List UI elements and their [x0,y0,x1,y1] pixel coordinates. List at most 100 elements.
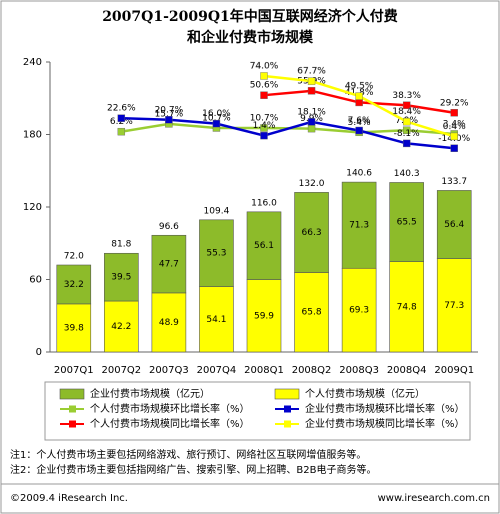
line-value-label: 18.1% [297,107,326,117]
bar-value-label: 65.5 [397,218,417,228]
bar-segment [151,234,187,294]
line-value-label: 29.2% [440,98,469,108]
y-tick-label: 180 [23,130,42,141]
line-value-label: 50.6% [250,81,279,91]
legend-label: 个人付费市场规模环比增长率（%） [90,402,250,415]
line-marker [307,77,316,85]
total-label: 140.6 [346,169,372,179]
line-marker [355,98,363,107]
line-value-label: 7.6% [348,116,371,126]
line-marker [402,126,411,134]
y-tick-label: 240 [23,57,42,68]
bar-segment [294,272,329,353]
line-value-label: 1.4% [253,121,276,131]
bar-segment [436,190,472,259]
line-marker [260,72,268,80]
bar-value-label: 77.3 [444,301,464,311]
line-value-label: 6.2% [110,117,133,127]
legend-label: 个人付费市场规模同比增长率（%） [90,417,250,430]
bar-segment [389,182,424,262]
total-label: 132.0 [299,179,325,189]
line-value-label: 20.7% [155,105,184,115]
x-tick-label: 2008Q1 [244,365,284,376]
line-marker [307,87,316,95]
legend-swatch [59,388,85,400]
line-value-label: 16.0% [202,109,231,119]
bar-value-label: 55.3 [206,249,226,259]
y-tick-label: 0 [36,347,42,358]
line-value-label: 38.3% [392,91,421,101]
line-marker [450,144,458,152]
footer-left: ©2009.4 iResearch Inc. [10,493,128,504]
x-tick-label: 2008Q2 [292,365,332,376]
bar-segment [294,192,329,273]
bar-segment [389,261,424,353]
chart-title: 2007Q1-2009Q1年中国互联网经济个人付费 [102,8,398,25]
bar-segment [199,219,234,287]
legend-box [44,381,471,441]
legend-swatch [69,420,76,428]
line-value-label: -8.1% [394,129,421,139]
line-marker [307,118,316,126]
bar-value-label: 71.3 [349,221,369,231]
bar-value-label: 59.9 [254,311,274,321]
total-label: 140.3 [394,169,420,179]
line-marker [260,91,268,99]
bar-value-label: 66.3 [302,228,322,238]
line-value-label: 15.7% [155,109,184,119]
line-marker [450,109,458,117]
legend-label: 企业付费市场规模同比增长率（%） [305,417,465,430]
total-label: 109.4 [204,206,230,216]
x-tick-label: 2008Q4 [387,365,427,376]
line-value-label: 5.4% [348,118,371,128]
line-marker [165,116,173,124]
bar-value-label: 65.8 [302,308,322,318]
bar-segment [56,264,92,305]
legend-swatch [284,420,291,428]
total-label: 133.7 [441,177,467,187]
legend-swatch [274,388,300,400]
bar-value-label: 56.1 [254,241,274,251]
bar-value-label: 48.9 [159,318,179,328]
line-marker [355,126,363,135]
line-value-label: 0.4% [443,122,466,132]
line-marker [402,117,411,126]
bar-segment [436,258,472,353]
total-label: 72.0 [64,252,84,262]
line-marker [212,119,221,128]
line-marker [402,101,411,109]
bar-segment [341,181,377,269]
x-tick-label: 2007Q3 [149,365,189,376]
bar-value-label: 54.1 [206,315,226,325]
line-value-label: 67.7% [297,67,326,77]
line-value-label: 3.4% [443,119,466,129]
bar-segment [104,252,139,302]
bar-value-label: 69.3 [349,306,369,316]
line-marker [117,114,126,122]
bar-segment [246,211,282,280]
bar-value-label: 39.5 [111,273,131,283]
line-value-label: 10.7% [202,113,231,123]
legend-swatch [69,405,76,413]
note: 注2：企业付费市场主要包括指网络广告、搜索引擎、网上招聘、B2B电子商务等。 [10,463,376,476]
bar-value-label: 39.8 [64,323,84,333]
legend-label: 个人付费市场规模（亿元） [305,387,425,400]
bar-segment [246,279,282,353]
x-tick-label: 2008Q3 [339,365,379,376]
line [121,116,455,150]
legend-swatch [284,405,291,413]
line-marker [450,132,458,141]
x-tick-label: 2007Q4 [197,365,237,376]
chart-title: 和企业付费市场规模 [187,29,314,46]
line-marker [402,139,411,148]
note: 注1：个人付费市场主要包括网络游戏、旅行预订、网络社区互联网增值服务等。 [10,448,366,461]
bar-value-label: 56.4 [444,220,464,230]
line-value-label: 22.6% [107,104,136,114]
line-value-label: 49.5% [345,82,374,92]
bar-value-label: 32.2 [64,280,84,290]
legend-label: 企业付费市场规模（亿元） [90,387,210,400]
legend-label: 企业付费市场规模环比增长率（%） [305,402,465,415]
line-marker [355,92,363,100]
x-tick-label: 2009Q1 [434,365,474,376]
bar-value-label: 74.8 [397,302,417,312]
